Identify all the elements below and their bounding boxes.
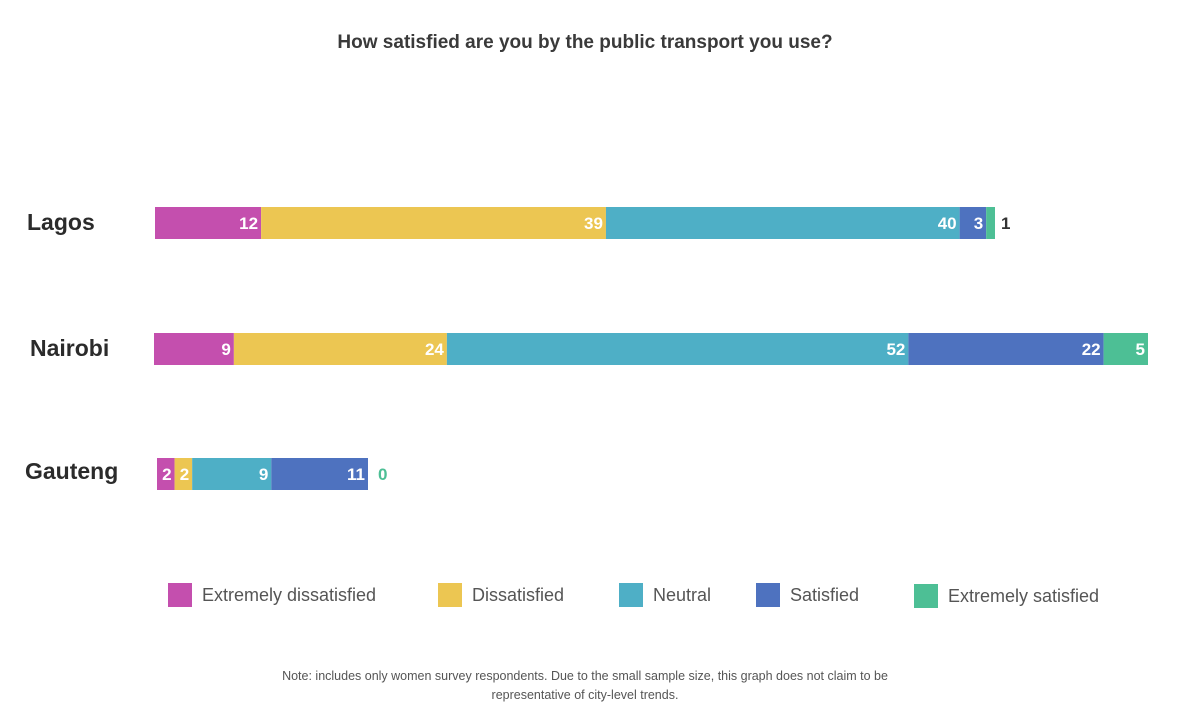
legend-swatch-satisfied: [756, 583, 780, 607]
data-label-nairobi-dissatisfied: 24: [425, 340, 444, 359]
legend-label-extremely-dissatisfied: Extremely dissatisfied: [202, 584, 377, 605]
data-label-lagos-extremely-dissatisfied: 12: [239, 214, 258, 233]
data-label-lagos-satisfied: 3: [974, 214, 983, 233]
bar-nairobi-satisfied: [908, 333, 1104, 365]
footnote: Note: includes only women survey respond…: [0, 667, 1170, 705]
data-label-nairobi-extremely-dissatisfied: 9: [221, 340, 230, 359]
bar-nairobi-extremely-satisfied: [1103, 333, 1148, 365]
legend-label-extremely-satisfied: Extremely satisfied: [948, 585, 1100, 606]
data-label-nairobi-satisfied: 22: [1082, 340, 1101, 359]
legend-swatch-extremely-dissatisfied: [168, 583, 192, 607]
data-label-lagos-neutral: 40: [938, 214, 957, 233]
bar-gauteng-neutral: [192, 458, 272, 490]
chart-title: How satisfied are you by the public tran…: [337, 32, 833, 53]
legend: Extremely dissatisfied Dissatisfied Neut…: [168, 583, 1128, 611]
bar-nairobi-dissatisfied: [233, 333, 447, 365]
bar-nairobi-extremely-dissatisfied: [154, 333, 234, 365]
bar-gauteng-extremely-dissatisfied: [157, 458, 175, 490]
bar-nairobi-neutral: [446, 333, 909, 365]
legend-swatch-extremely-satisfied: [914, 584, 938, 608]
stacked-bar-chart: 12 39 40 3 19 24 52 22 52 2 9 11 0: [154, 207, 1148, 490]
city-label-nairobi: Nairobi: [30, 335, 110, 361]
bar-lagos-dissatisfied: [261, 207, 606, 239]
bar-lagos-neutral: [605, 207, 960, 239]
data-label-nairobi-extremely-satisfied: 5: [1136, 340, 1145, 359]
legend-swatch-neutral: [619, 583, 643, 607]
bar-lagos-extremely-satisfied: [986, 207, 995, 239]
city-label-lagos: Lagos: [27, 209, 95, 235]
legend-label-neutral: Neutral: [653, 584, 712, 605]
data-label-lagos-extremely-satisfied: 1: [1001, 214, 1010, 233]
legend-label-dissatisfied: Dissatisfied: [472, 584, 565, 605]
data-label-gauteng-extremely-satisfied: 0: [378, 465, 387, 484]
data-label-lagos-dissatisfied: 39: [584, 214, 603, 233]
data-label-gauteng-neutral: 9: [259, 465, 268, 484]
footnote-line-1: Note: includes only women survey respond…: [282, 669, 888, 683]
data-label-gauteng-extremely-dissatisfied: 2: [162, 465, 171, 484]
bar-lagos-extremely-dissatisfied: [155, 207, 262, 239]
legend-item-extremely-satisfied: Extremely satisfied: [914, 584, 1099, 608]
data-label-gauteng-dissatisfied: 2: [180, 465, 189, 484]
data-label-nairobi-neutral: 52: [886, 340, 905, 359]
legend-item-dissatisfied: Dissatisfied: [438, 583, 564, 607]
legend-item-extremely-dissatisfied: Extremely dissatisfied: [168, 583, 376, 607]
city-label-gauteng: Gauteng: [25, 458, 119, 484]
bar-lagos-satisfied: [959, 207, 987, 239]
legend-label-satisfied: Satisfied: [790, 584, 860, 605]
footnote-line-2: representative of city-level trends.: [491, 688, 679, 702]
legend-item-neutral: Neutral: [619, 583, 711, 607]
legend-swatch-dissatisfied: [438, 583, 462, 607]
data-label-gauteng-satisfied: 11: [347, 465, 365, 484]
bar-gauteng-dissatisfied: [174, 458, 193, 490]
bar-gauteng-satisfied: [271, 458, 368, 490]
legend-item-satisfied: Satisfied: [756, 583, 859, 607]
